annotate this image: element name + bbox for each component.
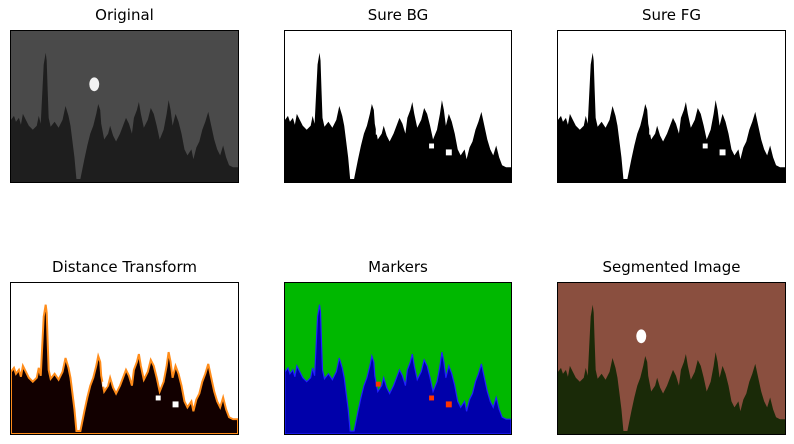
hole-marker xyxy=(649,129,655,135)
hole-marker xyxy=(375,381,381,387)
hole-marker xyxy=(102,381,108,387)
hole-marker xyxy=(429,395,435,401)
panel-title: Segmented Image xyxy=(602,258,741,276)
panel-distance-transform: Distance Transform xyxy=(10,258,239,435)
image-frame xyxy=(557,30,786,183)
panel-title: Distance Transform xyxy=(52,258,197,276)
panel-title: Original xyxy=(95,6,154,24)
tree-silhouette xyxy=(11,52,238,182)
panel-markers: Markers xyxy=(284,258,512,435)
image-frame xyxy=(10,30,239,183)
hole-marker xyxy=(429,143,435,149)
hole-marker xyxy=(375,129,381,135)
moon xyxy=(89,77,100,92)
tree-silhouette xyxy=(558,52,785,182)
tree-silhouette xyxy=(11,304,238,434)
hole-marker xyxy=(445,401,452,408)
image-frame xyxy=(557,282,786,435)
tree-silhouette xyxy=(558,304,785,434)
hole-marker xyxy=(172,401,179,408)
hole-marker xyxy=(719,149,726,156)
hole-marker xyxy=(445,149,452,156)
tree-silhouette xyxy=(285,52,511,182)
sure-fg-image xyxy=(558,31,785,182)
panel-segmented-image: Segmented Image xyxy=(557,258,786,435)
sure-bg-image xyxy=(285,31,511,182)
image-frame xyxy=(284,30,512,183)
segmented-image xyxy=(558,283,785,434)
panel-title: Sure BG xyxy=(367,6,429,24)
panel-title: Markers xyxy=(368,258,428,276)
hole-marker xyxy=(702,143,708,149)
hole-marker xyxy=(155,395,161,401)
tree-silhouette xyxy=(285,304,511,434)
image-frame xyxy=(284,282,512,435)
distance-transform-image xyxy=(11,283,238,434)
image-frame xyxy=(10,282,239,435)
markers-image xyxy=(285,283,511,434)
moon xyxy=(636,329,647,344)
panel-sure-bg: Sure BG xyxy=(284,6,512,183)
panel-original: Original xyxy=(10,6,239,183)
panel-sure-fg: Sure FG xyxy=(557,6,786,183)
original-image xyxy=(11,31,238,182)
panel-title: Sure FG xyxy=(641,6,702,24)
